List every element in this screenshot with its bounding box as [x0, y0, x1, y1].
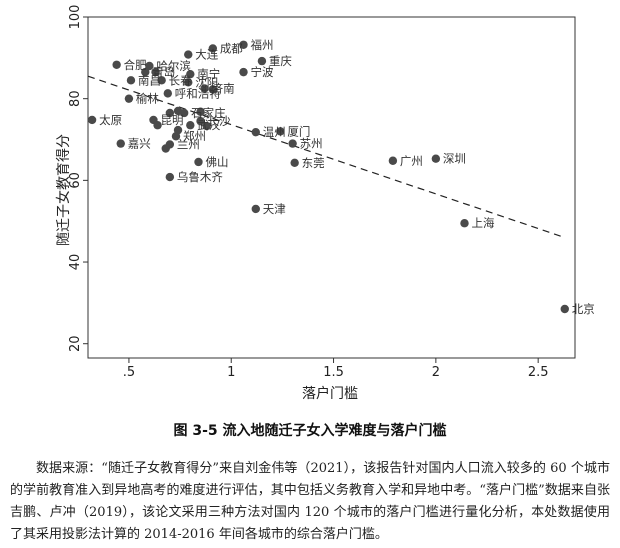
point-label: 宁波 — [251, 65, 274, 79]
point-label: 乌鲁木齐 — [177, 170, 223, 184]
data-point — [184, 78, 193, 87]
data-point — [239, 40, 248, 49]
point-label: 沈阳 — [195, 75, 218, 89]
data-point — [87, 115, 97, 125]
point-label: 嘉兴 — [128, 137, 151, 151]
figure-caption: 图 3-5 流入地随迁子女入学难度与落户门槛 — [173, 423, 447, 439]
data-point — [194, 157, 203, 167]
data-point — [388, 156, 398, 165]
data-point — [251, 204, 260, 214]
point-label: 佛山 — [205, 155, 228, 169]
data-point — [163, 89, 173, 98]
point-label: 长春 — [169, 73, 192, 87]
data-point — [126, 76, 136, 85]
plot-frame — [87, 16, 576, 359]
x-tick-label: 2.5 — [528, 365, 549, 380]
x-tick-label: 2 — [432, 365, 440, 380]
point-label: 南昌 — [138, 73, 161, 87]
point-label: 长沙 — [208, 114, 231, 128]
x-tick-label: 1.5 — [323, 365, 344, 380]
data-point — [184, 50, 193, 59]
point-label: 天津 — [263, 202, 286, 216]
data-point — [288, 139, 297, 148]
data-point — [290, 158, 299, 167]
data-point — [208, 44, 218, 53]
data-point — [145, 61, 154, 71]
data-point — [161, 144, 170, 153]
point-label: 合肥 — [124, 58, 147, 72]
point-label: 福州 — [251, 38, 274, 52]
data-point — [251, 127, 260, 137]
x-tick-label: 1 — [227, 365, 235, 380]
data-point — [153, 121, 162, 130]
data-point — [202, 121, 211, 131]
data-point — [165, 172, 175, 182]
data-point — [157, 76, 166, 85]
point-label: 兰州 — [177, 137, 200, 151]
point-label: 哈尔滨 — [156, 59, 191, 73]
point-label: 石家庄 — [191, 106, 226, 120]
point-label: 重庆 — [269, 54, 292, 68]
point-label: 苏州 — [300, 137, 323, 151]
chart-axes: .5 1 1.5 2 2.5 20 40 60 80 100 — [68, 5, 576, 380]
data-point — [196, 107, 205, 116]
point-label: 济南 — [212, 81, 235, 95]
data-point — [276, 127, 285, 136]
data-point — [208, 85, 218, 94]
y-tick-label: 60 — [68, 172, 83, 189]
point-label: 南宁 — [197, 67, 220, 81]
data-point — [165, 108, 175, 118]
data-point — [257, 56, 267, 66]
data-point — [141, 67, 150, 77]
data-point — [431, 154, 441, 163]
data-point — [173, 125, 183, 135]
data-point — [460, 219, 469, 228]
point-label: 厦门 — [287, 124, 310, 138]
point-label: 北京 — [572, 302, 595, 316]
y-tick-label: 80 — [68, 90, 83, 107]
point-label: 广州 — [400, 154, 423, 168]
y-tick-label: 20 — [68, 335, 83, 352]
data-point — [200, 84, 209, 93]
point-label: 上海 — [472, 216, 495, 230]
figure-note: 数据来源：“随迁子女教育得分”来自刘金伟等（2021），该报告针对国内人口流入较… — [10, 461, 610, 542]
point-label: 深圳 — [443, 152, 466, 166]
point-label: 成都 — [220, 41, 243, 55]
data-point — [151, 67, 160, 77]
y-tick-label: 100 — [68, 5, 83, 30]
point-label: 青岛 — [152, 65, 175, 79]
data-point — [112, 60, 121, 69]
point-label: 太原 — [99, 113, 122, 127]
data-point — [116, 139, 125, 148]
point-label: 东莞 — [302, 156, 325, 170]
data-points — [87, 40, 569, 314]
data-point — [173, 106, 183, 116]
fit-line — [87, 75, 565, 239]
point-label: 郑州 — [183, 129, 206, 143]
point-label: 武汉 — [197, 118, 220, 132]
x-axis-label: 落户门槛 — [302, 385, 358, 402]
point-label: 昆明 — [160, 113, 183, 127]
x-tick-label: .5 — [123, 365, 135, 380]
data-point — [186, 121, 195, 130]
fit-line-group — [87, 75, 565, 239]
data-point — [196, 116, 205, 126]
data-point — [560, 304, 569, 314]
data-point — [124, 94, 134, 103]
data-point — [186, 69, 195, 79]
y-axis-label: 随迁子女教育得分 — [55, 134, 72, 246]
point-label: 呼和浩特 — [175, 86, 221, 100]
point-label: 温州 — [263, 125, 286, 139]
data-point — [239, 67, 248, 77]
point-label: 大连 — [195, 48, 218, 62]
point-label: 榆林 — [136, 92, 159, 106]
y-tick-label: 40 — [68, 254, 83, 271]
